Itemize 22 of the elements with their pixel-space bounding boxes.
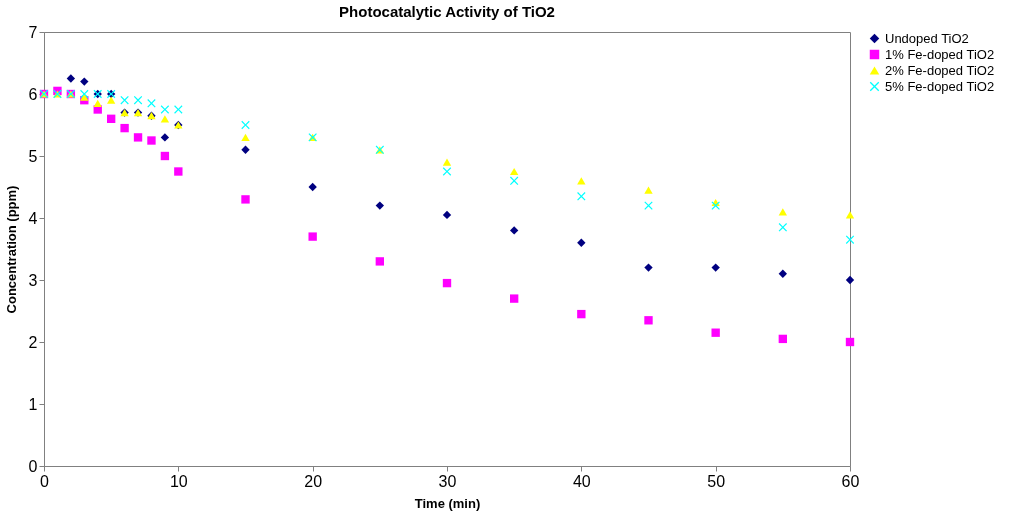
y-tick-label: 2 [28,333,38,351]
x-tick-label: 60 [841,472,860,490]
y-tick-label: 6 [28,85,38,103]
x-tick-label: 40 [572,472,591,490]
y-tick-label: 0 [28,457,38,475]
x-tick-label: 10 [169,472,188,490]
y-tick-label: 7 [28,23,38,41]
legend-label: 2% Fe-doped TiO2 [885,62,995,78]
y-axis-title: Concentration (ppm) [3,185,19,314]
legend-label: Undoped TiO2 [885,30,969,46]
y-tick-label: 3 [28,271,38,289]
legend-label: 1% Fe-doped TiO2 [885,46,995,62]
x-tick-label: 30 [438,472,457,490]
y-tick-label: 5 [28,147,38,165]
x-axis-title: Time (min) [414,495,481,511]
chart-title: Photocatalytic Activity of TiO2 [339,3,555,20]
x-tick-label: 20 [304,472,323,490]
x-tick-label: 50 [707,472,726,490]
y-tick-label: 4 [28,209,38,227]
y-tick-label: 1 [28,395,38,413]
x-tick-label: 0 [40,472,50,490]
legend-label: 5% Fe-doped TiO2 [885,78,995,94]
